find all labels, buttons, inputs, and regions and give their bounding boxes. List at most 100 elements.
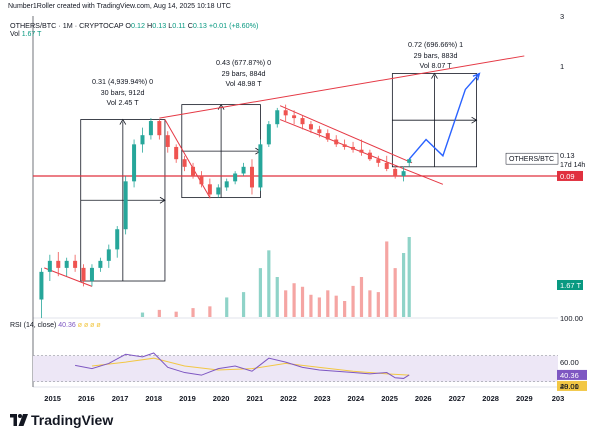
symbol-tag: OTHERS/BTC: [509, 156, 554, 163]
rsi-value: 40.36: [58, 322, 76, 329]
volume-bar-2: [157, 309, 161, 317]
rsi-name: RSI (14, close): [10, 322, 57, 329]
time-tick-2016: 2016: [78, 394, 95, 403]
candle-body-17: [174, 146, 179, 160]
candle-body-1: [39, 271, 44, 300]
rsi-ma-tag-box: [557, 380, 587, 391]
volume-bars: [140, 237, 411, 317]
price-tick-100: 100.00: [560, 314, 583, 323]
volume-bar-1: [140, 312, 145, 317]
candle-body-24: [233, 173, 238, 182]
price-tick-013: 0.13: [560, 151, 575, 160]
candle-body-4: [64, 260, 69, 268]
high-value: 0.13: [152, 21, 167, 30]
volume-bar-24: [393, 268, 397, 317]
level-tag: 0.09: [560, 172, 575, 181]
candle-body-33: [308, 124, 313, 130]
tradingview-logo[interactable]: TradingView: [10, 412, 113, 428]
measure-box-1-arrow-right: [159, 196, 166, 204]
candle-body-16: [165, 135, 170, 147]
trend-lines: [33, 55, 558, 287]
annotation-2-line-3: Vol 48.98 T: [225, 79, 262, 88]
volume-bar-15: [317, 297, 321, 317]
open-label: O: [125, 21, 132, 30]
volume-bar-6: [225, 297, 229, 317]
volume-bar-18: [343, 301, 347, 317]
volume-bar-12: [292, 283, 296, 317]
time-tick-2028: 2028: [482, 394, 499, 403]
volume-bar-25: [401, 253, 406, 317]
volume-bar-17: [334, 295, 338, 317]
measure-box-1-arrow-up: [119, 118, 127, 125]
annotation-1-line-1: 0.31 (4,939.94%) 0: [92, 77, 154, 86]
annotation-1-line-3: Vol 2.45 T: [106, 98, 139, 107]
price-tick-3: 3: [560, 12, 564, 21]
volume-bar-20: [359, 277, 364, 317]
price-tick-1: 1: [560, 62, 564, 71]
rsi-legend[interactable]: RSI (14, close) 40.36 ø ø ø ø: [10, 322, 101, 329]
candle-body-15: [157, 121, 162, 136]
time-tick-2022: 2022: [280, 394, 297, 403]
annotation-3-line-3: Vol 8.07 T: [419, 61, 452, 70]
candle-body-37: [342, 144, 347, 147]
annotation-3: 0.72 (696.66%) 1 29 bars, 883d Vol 8.07 …: [408, 40, 463, 72]
candle-body-27: [258, 144, 263, 188]
candle-body-8: [98, 260, 103, 268]
volume-bar-3: [174, 311, 178, 317]
candle-body-35: [325, 133, 330, 140]
time-tick-2017: 2017: [112, 394, 129, 403]
time-tick-2029: 2029: [516, 394, 533, 403]
candle-body-40: [367, 152, 372, 160]
symbol-legend[interactable]: OTHERS/BTC · 1M · CRYPTOCAP O0.12 H0.13 …: [10, 21, 258, 30]
candle-body-19: [191, 166, 196, 176]
candle-body-29: [275, 110, 280, 125]
volume-bar-16: [326, 290, 330, 317]
tradingview-logo-icon: [10, 414, 28, 426]
brand-name: TradingView: [31, 412, 114, 428]
volume-bar-22: [376, 292, 380, 317]
annotation-1: 0.31 (4,939.94%) 0 30 bars, 912d Vol 2.4…: [92, 77, 153, 109]
rsi-pane: [33, 352, 558, 382]
time-tick-2023: 2023: [314, 394, 331, 403]
measure-box-3-arrow-up: [431, 72, 438, 79]
rsi-line: [75, 352, 410, 379]
time-tick-2021: 2021: [246, 394, 263, 403]
trend-line-1: [44, 267, 93, 287]
time-tick-2026: 2026: [415, 394, 432, 403]
volume-bar-5: [208, 306, 212, 317]
candle-body-20: [199, 175, 204, 185]
candle-body-32: [300, 118, 305, 125]
volume-value: 1.67 T: [21, 31, 42, 38]
rsi-na-marks: ø ø ø ø: [77, 322, 101, 329]
level-tag-box: [557, 170, 583, 181]
annotation-2-line-2: 29 bars, 884d: [221, 68, 266, 78]
candle-body-42: [384, 162, 389, 169]
annotation-3-line-1: 0.72 (696.66%) 1: [408, 40, 464, 49]
trend-line-2: [164, 119, 211, 198]
chart-credit: Number1Roller created with TradingView.c…: [8, 3, 231, 10]
candle-body-28: [266, 124, 271, 145]
time-tick-2018: 2018: [145, 394, 162, 403]
rsi-tag: 40.36: [560, 371, 579, 380]
volume-bar-26: [407, 237, 411, 317]
symbol-tag-box: [505, 152, 559, 165]
candle-body-21: [207, 184, 212, 195]
volume-bar-9: [267, 250, 271, 317]
volume-bar-13: [300, 286, 305, 317]
candle-body-39: [359, 149, 364, 153]
candle-body-36: [334, 139, 339, 145]
close-value: 0.13: [192, 21, 207, 30]
volume-bar-19: [351, 285, 355, 317]
candles: [39, 104, 412, 318]
annotation-2-line-1: 0.43 (677.87%) 0: [216, 58, 272, 67]
candle-body-11: [123, 181, 128, 230]
rsi-tag-box: [557, 369, 587, 380]
volume-bar-10: [275, 277, 279, 317]
candle-body-9: [106, 249, 111, 261]
volume-legend[interactable]: Vol 1.67 T: [10, 31, 41, 38]
candle-body-22: [216, 187, 221, 195]
rsi-ma-tag: 40.01: [560, 382, 579, 391]
candle-body-45: [407, 159, 412, 163]
close-label: C: [187, 21, 193, 30]
